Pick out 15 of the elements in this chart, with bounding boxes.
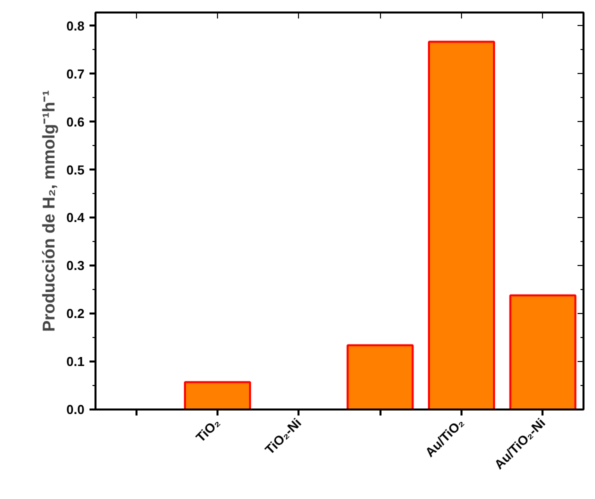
y-tick-label: 0.7: [66, 66, 85, 82]
bar: [428, 40, 496, 410]
x-tick-label: TiO₂: [192, 415, 223, 446]
y-tick-label: 0.0: [66, 402, 85, 417]
y-tick-label: 0.5: [66, 162, 85, 178]
bar: [184, 381, 252, 410]
y-tick-label: 0.4: [66, 210, 86, 226]
y-tick-label: 0.3: [66, 258, 85, 274]
y-tick-label: 0.6: [66, 114, 85, 130]
y-tick-label: 0.2: [66, 306, 85, 322]
y-tick-label: 0.1: [66, 354, 85, 370]
y-axis-title: Producción de H₂, mmolg⁻¹h⁻¹: [39, 90, 58, 332]
y-tick-label: 0.8: [66, 18, 85, 34]
bar: [346, 344, 414, 410]
bar: [509, 294, 576, 410]
